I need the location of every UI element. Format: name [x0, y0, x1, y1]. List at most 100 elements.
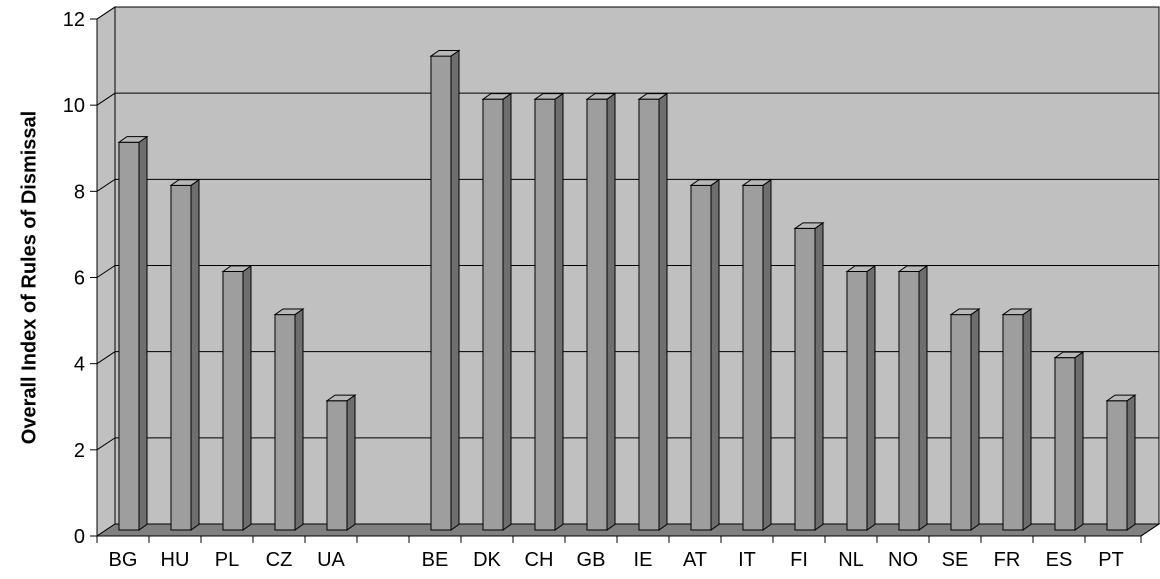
x-tick-label: NO: [888, 549, 918, 571]
bar-top: [741, 179, 773, 186]
bar-CH: [533, 92, 565, 531]
bar-front: [170, 184, 192, 531]
bar-front: [586, 98, 608, 531]
bar-side: [762, 178, 772, 531]
bar-front: [1106, 400, 1128, 531]
bar-side: [1022, 308, 1032, 531]
bar-side: [554, 92, 564, 531]
bar-side: [866, 264, 876, 531]
bar-side: [346, 394, 356, 531]
x-tick-label: AT: [683, 549, 707, 571]
bars: [117, 49, 1137, 531]
y-tick-label: 6: [74, 268, 85, 290]
bar-side: [710, 178, 720, 531]
bar-top: [897, 265, 929, 272]
bar-HU: [169, 178, 201, 531]
bar-ES: [1053, 351, 1085, 531]
bar-top: [637, 93, 669, 100]
bar-top: [169, 179, 201, 186]
bar-top: [221, 265, 253, 272]
x-tick-label: DK: [473, 549, 501, 571]
x-tick-labels: BG HU PL CZ UA BE DK CH GB IE AT IT FI NL NO SE FR ES PT: [109, 549, 1124, 571]
bar-top: [689, 179, 721, 186]
bar-front: [274, 314, 296, 531]
x-tick-label: NL: [838, 549, 864, 571]
bar-GB: [585, 92, 617, 531]
bar-top: [117, 136, 149, 143]
x-tick-label: BG: [109, 549, 138, 571]
bar-SE: [949, 308, 981, 531]
bar-side: [190, 178, 200, 531]
bar-front: [118, 141, 140, 531]
y-axis-label: Overall Index of Rules of Dismissal: [18, 111, 40, 444]
bar-side: [294, 308, 304, 531]
bar-top: [533, 93, 565, 100]
gridline: [96, 6, 1159, 20]
y-tick-label: 12: [63, 9, 85, 31]
y-tick-labels: 0 2 4 6 8 10 12: [63, 9, 85, 548]
bar-side: [138, 135, 148, 531]
bar-top: [429, 49, 461, 57]
floor-edge: [1140, 523, 1160, 537]
bar-side: [502, 92, 512, 531]
bar-side: [918, 264, 928, 531]
bar-top: [949, 308, 981, 316]
x-tick-label: BE: [422, 549, 449, 571]
bar-front: [222, 271, 244, 531]
y-tick-label: 0: [74, 526, 85, 548]
bar-front: [326, 400, 348, 531]
y-tick-label: 8: [74, 181, 85, 203]
bar-front: [430, 55, 452, 531]
bar-front: [1002, 314, 1024, 531]
floor: [95, 523, 1160, 537]
x-tick-label: UA: [317, 549, 345, 571]
bar-front: [794, 227, 816, 531]
y-tick-label: 4: [74, 354, 85, 376]
y-tick-label: 10: [63, 95, 85, 117]
bar-front: [846, 271, 868, 531]
x-tick-label: PT: [1098, 549, 1124, 571]
bar-UA: [325, 394, 357, 531]
bar-side: [450, 49, 460, 531]
x-tick-label: FR: [994, 549, 1021, 571]
bar-FR: [1001, 308, 1033, 531]
gridline: [96, 92, 1159, 106]
bar-top: [793, 222, 825, 229]
bar-top: [845, 265, 877, 272]
bar-NO: [897, 264, 929, 531]
y-tick-label: 2: [74, 440, 85, 462]
plot-floor: [95, 523, 1160, 537]
bar-NL: [845, 264, 877, 531]
x-tick-label: PL: [215, 549, 239, 571]
x-tick-label: GB: [577, 549, 606, 571]
bar-BE: [429, 49, 461, 531]
x-tick-label: CZ: [266, 549, 293, 571]
bar-FI: [793, 221, 825, 531]
bar-IT: [741, 178, 773, 531]
bar-side: [814, 221, 824, 531]
x-tick-label: FI: [790, 549, 808, 571]
bar-AT: [689, 178, 721, 531]
bar-side: [970, 308, 980, 531]
bar-front: [950, 314, 972, 531]
gridline: [96, 178, 1159, 192]
x-tick-label: ES: [1046, 549, 1073, 571]
bar-side: [1126, 394, 1136, 531]
bar-top: [481, 93, 513, 100]
x-tick-label: HU: [161, 549, 190, 571]
bar-side: [1074, 351, 1084, 531]
bar-side: [606, 92, 616, 531]
bar-front: [690, 184, 712, 531]
axes: [90, 18, 1160, 543]
plot-wall: [96, 6, 1160, 537]
bar-BG: [117, 135, 149, 531]
bar-side: [658, 92, 668, 531]
bar-top: [325, 394, 357, 402]
bar-front: [534, 98, 556, 531]
bar-top: [273, 308, 305, 316]
bar-CZ: [273, 308, 305, 531]
bar-DK: [481, 92, 513, 531]
bar-top: [1053, 351, 1085, 359]
x-tick-label: IT: [738, 549, 756, 571]
